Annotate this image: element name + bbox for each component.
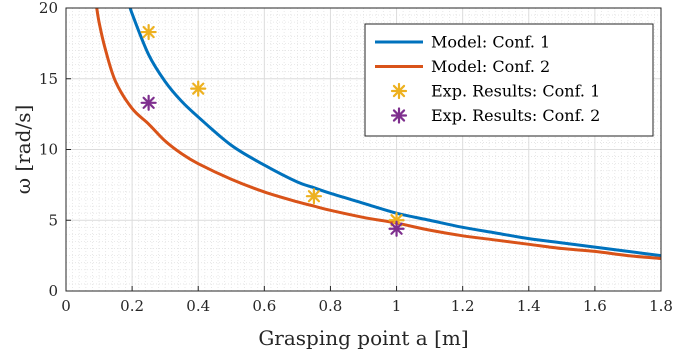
legend-item: Exp. Results: Conf. 1: [390, 82, 600, 101]
x-tick-label: 0: [61, 297, 71, 315]
series-4-point: [388, 220, 405, 237]
x-tick-label: 1.4: [517, 297, 541, 315]
y-axis-label: ω [rad/s]: [11, 105, 35, 195]
y-tick-label: 5: [48, 211, 58, 229]
x-tick-label: 1.6: [583, 297, 607, 315]
series-3-point: [140, 23, 157, 41]
legend-item: Model: Conf. 2: [375, 57, 550, 76]
legend-item: Model: Conf. 1: [375, 33, 550, 52]
y-tick-label: 20: [39, 0, 58, 17]
x-tick-label: 0.4: [186, 297, 210, 315]
y-tick-label: 0: [48, 282, 58, 300]
series-markers: [140, 23, 405, 237]
legend-label: Exp. Results: Conf. 1: [431, 82, 600, 101]
x-tick-label: 0.6: [252, 297, 276, 315]
legend-label: Exp. Results: Conf. 2: [431, 106, 600, 125]
axes-box: [65, 7, 662, 292]
series-lines: [95, 8, 661, 260]
series-3-point: [305, 188, 323, 205]
legend-item: Exp. Results: Conf. 2: [390, 106, 600, 125]
x-tick-label: 1: [392, 297, 402, 315]
axes-frame: [65, 7, 662, 292]
series-line-2: [95, 8, 661, 260]
series-3-point: [190, 80, 207, 97]
x-tick-labels: 0 0.2 0.4 0.6 0.8 1 1.2 1.4 1.6 1.8: [61, 297, 673, 315]
series-4-point: [140, 94, 157, 111]
y-tick-labels: 0 5 10 15 20: [39, 0, 58, 300]
legend-swatch: [390, 82, 408, 100]
series-line-1: [128, 8, 661, 258]
legend-label: Model: Conf. 2: [431, 57, 550, 76]
legend-swatch: [390, 107, 408, 124]
x-tick-label: 1.2: [451, 297, 475, 315]
legend-label: Model: Conf. 1: [431, 33, 550, 52]
y-tick-label: 10: [39, 141, 58, 159]
x-tick-label: 1.8: [649, 297, 673, 315]
x-tick-label: 0.8: [319, 297, 343, 315]
x-tick-label: 0.2: [120, 297, 144, 315]
legend: Model: Conf. 1 Model: Conf. 2 Exp. Results…: [364, 23, 654, 137]
x-axis-label: Grasping point a [m]: [258, 326, 468, 350]
y-tick-label: 15: [39, 70, 58, 88]
